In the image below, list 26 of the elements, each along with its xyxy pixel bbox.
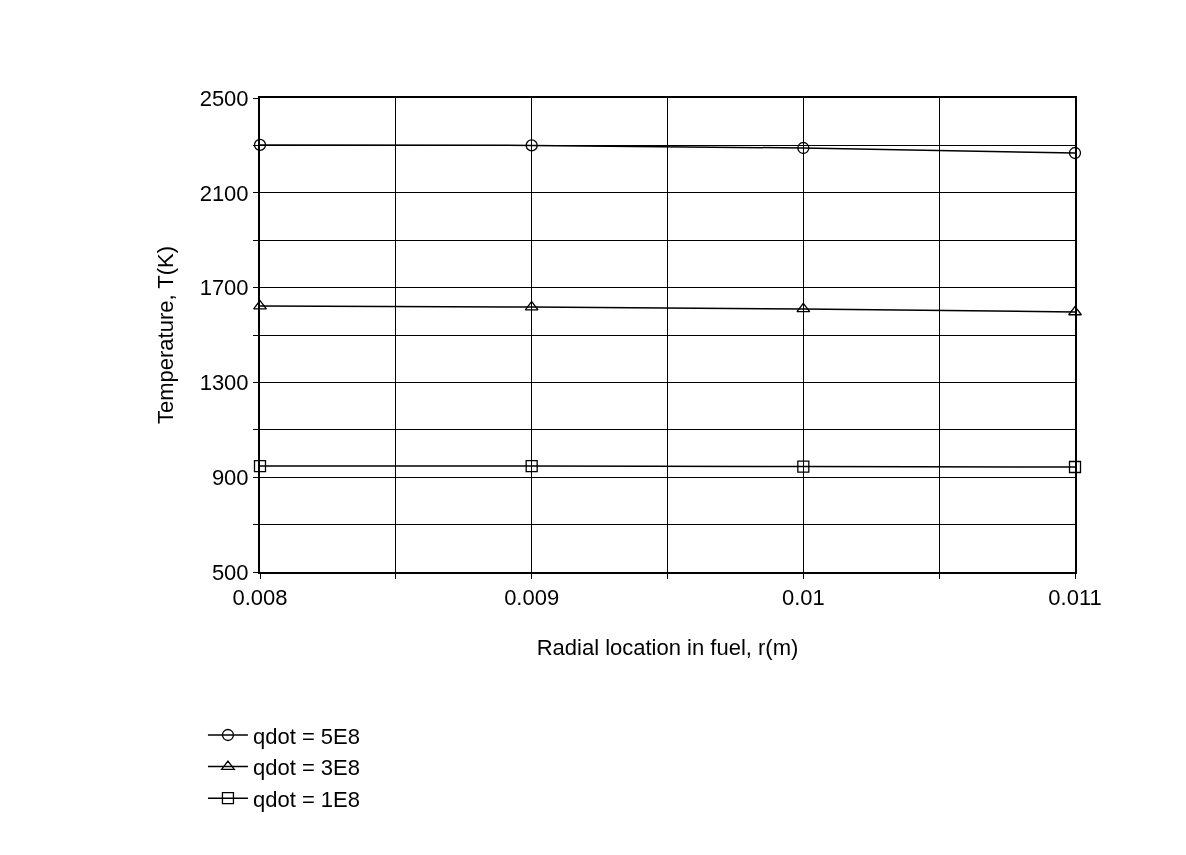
x-tick-label: 0.009	[504, 585, 560, 611]
point	[797, 141, 810, 155]
point	[525, 139, 538, 152]
y-tick-label: 2100	[199, 180, 249, 206]
point	[1068, 305, 1082, 316]
y-tick-label: 500	[211, 559, 249, 585]
point	[253, 459, 267, 473]
legend-label: qdot = 1E8	[252, 786, 360, 812]
legend-label: qdot = 5E8	[252, 723, 360, 749]
x-tick-label: 0.011	[1048, 585, 1102, 611]
y-tick-label: 1300	[199, 370, 249, 396]
point	[525, 459, 538, 473]
y-tick-label: 900	[211, 464, 249, 490]
point	[524, 300, 539, 311]
point	[1068, 146, 1082, 160]
y-axis-title: Temperature, T(K)	[152, 245, 178, 425]
legend-label: qdot = 3E8	[252, 755, 360, 781]
point	[796, 302, 811, 313]
point	[797, 460, 810, 473]
y-tick-label: 2500	[199, 85, 249, 111]
x-axis-title: Radial location in fuel, r(m)	[536, 634, 799, 660]
point	[253, 299, 267, 310]
y-tick-label: 1700	[199, 275, 249, 301]
point	[1068, 460, 1082, 474]
x-tick-label: 0.008	[232, 585, 288, 611]
x-tick-label: 0.01	[781, 585, 825, 611]
